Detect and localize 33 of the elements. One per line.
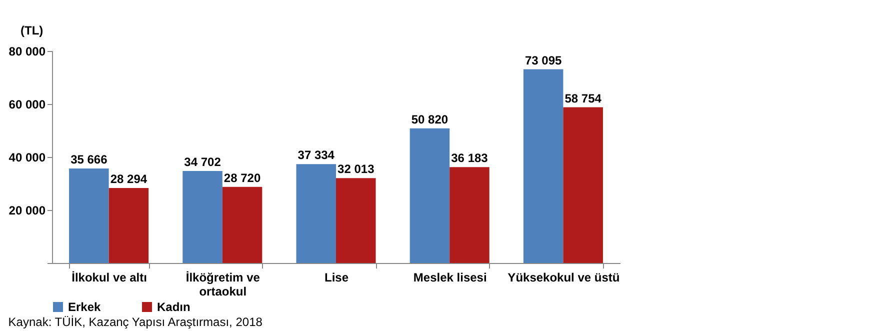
data-label: 36 183 [451,151,488,166]
bar [410,128,450,263]
y-tick-label: 40 000 [8,150,46,164]
data-label: 73 095 [524,53,562,68]
y-axis-title: (TL) [20,24,44,38]
bar [182,171,222,263]
x-tick-label: Lise [324,270,349,284]
bar [450,167,490,263]
data-label: 50 820 [411,112,448,126]
bar [296,164,336,263]
legend-label: Erkek [68,300,102,314]
bar [222,186,262,263]
data-label: 37 334 [298,148,335,162]
legend-label: Kadın [157,300,190,314]
bar [523,69,564,263]
data-label: 32 013 [338,162,375,176]
x-tick-label: Meslek lisesi [413,270,487,284]
data-label: 35 666 [70,152,108,166]
x-tick-label: Yüksekokul ve üstü [508,270,620,284]
x-tick-label: İlköğretim ve ortaokul [186,270,260,298]
bar [69,168,109,263]
text: Kaynak: TÜİK, Kazanç Yapısı Araştırması, 2018 [8,315,263,329]
data-label: 58 754 [564,91,602,106]
x-tick-label: İlkokul ve altı [72,270,147,284]
y-tick-label: 80 000 [8,44,46,58]
bar [336,178,376,263]
bar [108,188,149,263]
data-label: 34 702 [184,155,222,170]
y-tick-label: 60 000 [8,98,46,112]
data-label: 28 720 [224,170,261,185]
y-tick-label: 20 000 [8,204,46,218]
bar [563,107,603,263]
data-label: 28 294 [110,172,148,186]
